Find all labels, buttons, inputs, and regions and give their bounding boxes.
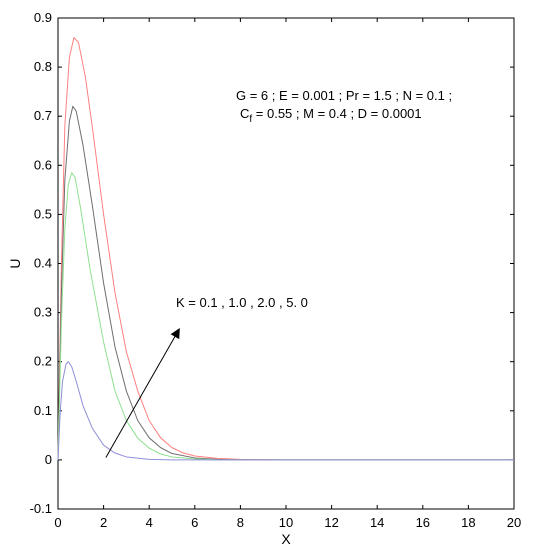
y-tick-label: 0.5 xyxy=(34,206,52,221)
x-tick-label: 18 xyxy=(461,515,475,530)
x-tick-label: 6 xyxy=(191,515,198,530)
y-tick-label: 0.7 xyxy=(34,108,52,123)
x-tick-label: 4 xyxy=(146,515,153,530)
series-line-4 xyxy=(57,361,514,461)
x-tick-label: 14 xyxy=(370,515,384,530)
params-annotation-line-1: G = 6 ; E = 0.001 ; Pr = 1.5 ; N = 0.1 ; xyxy=(236,88,452,103)
axes: 0 2 4 6 8 10 12 14 16 18 20-0.100.10.20.30.40.50.6… xyxy=(7,10,521,547)
param-cf-subscript: f xyxy=(249,114,252,125)
annotation-layer: G = 6 ; E = 0.001 ; Pr = 1.5 ; N = 0.1 ;… xyxy=(105,88,452,458)
x-tick-label: 16 xyxy=(416,515,430,530)
params-annotation-line-2: Cf = 0.55 ; M = 0.4 ; D = 0.0001 xyxy=(240,106,422,125)
x-tick-label: 20 xyxy=(507,515,521,530)
y-tick-label: 0.9 xyxy=(34,10,52,25)
series-line-3 xyxy=(57,172,514,461)
y-tick-label: -0.1 xyxy=(30,501,52,516)
param-cf-rest: = 0.55 ; M = 0.4 ; D = 0.0001 xyxy=(252,106,421,121)
x-tick-label: 0 xyxy=(54,515,61,530)
y-tick-label: 0 xyxy=(45,452,52,467)
x-tick-label: 2 xyxy=(100,515,107,530)
y-tick-label: 0.1 xyxy=(34,403,52,418)
y-tick-label: 0.4 xyxy=(34,256,52,271)
series-layer xyxy=(57,37,514,461)
x-axis-label: X xyxy=(281,531,291,547)
series-line-1 xyxy=(57,37,514,461)
y-tick-label: 0.6 xyxy=(34,157,52,172)
k-increase-arrow xyxy=(105,328,180,458)
x-tick-label: 10 xyxy=(279,515,293,530)
y-tick-label: 0.8 xyxy=(34,59,52,74)
x-tick-label: 12 xyxy=(324,515,338,530)
x-tick-label: 8 xyxy=(237,515,244,530)
series-line-2 xyxy=(57,105,514,461)
y-tick-label: 0.3 xyxy=(34,305,52,320)
y-tick-label: 0.2 xyxy=(34,354,52,369)
y-axis-label: U xyxy=(7,258,23,268)
k-values-label: K = 0.1 , 1.0 , 2.0 , 5. 0 xyxy=(176,295,308,310)
param-cf-symbol: C xyxy=(240,106,249,121)
